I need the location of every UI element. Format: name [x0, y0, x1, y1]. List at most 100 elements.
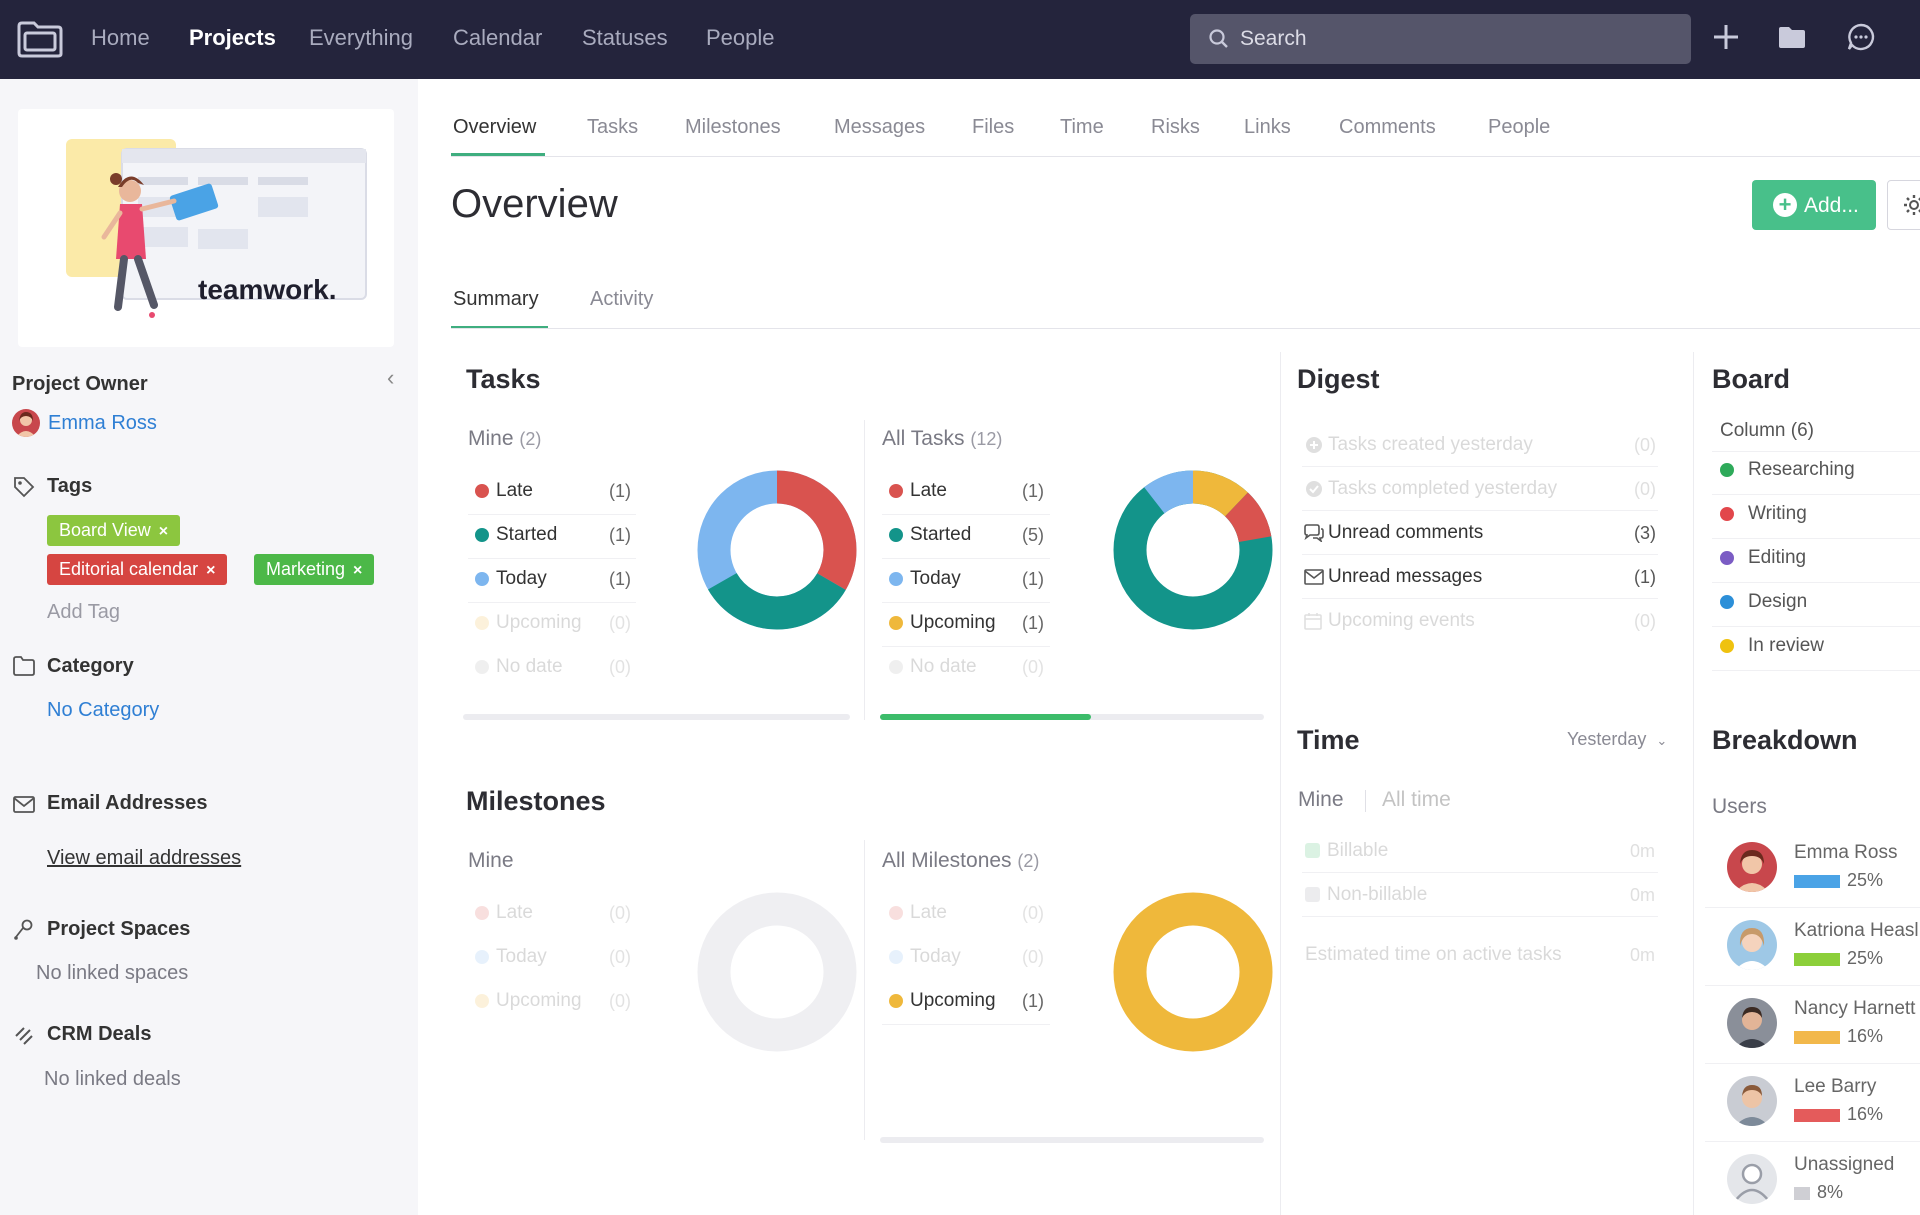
board-column-dot [1720, 595, 1734, 609]
estimated-time-value: 0m [1630, 945, 1656, 965]
donut-segment-upcoming [1113, 892, 1273, 1052]
crm-deals-icon [15, 1027, 33, 1045]
late-dot [889, 906, 903, 920]
remove-tag-icon[interactable]: × [158, 523, 169, 540]
collapse-sidebar-icon[interactable]: ‹ [387, 365, 395, 390]
chat-icon[interactable] [1846, 22, 1876, 52]
row-count: (0) [1022, 657, 1044, 677]
today-dot [889, 572, 903, 586]
tab-people[interactable]: People [1488, 116, 1551, 138]
view-email-addresses-link[interactable]: View email addresses [47, 847, 242, 869]
tag-editorial-calendar[interactable]: Editorial calendar × [47, 554, 228, 585]
time-filter-dropdown[interactable]: Yesterday ⌄ [1567, 729, 1667, 750]
tab-comments[interactable]: Comments [1339, 116, 1436, 138]
row-label: Today [910, 568, 961, 589]
board-column-label: In review [1748, 635, 1825, 656]
project-spaces-icon [14, 919, 33, 940]
row-label: Today [496, 568, 547, 589]
milestones-card-title: Milestones [466, 786, 606, 816]
user-name: Lee Barry [1794, 1076, 1877, 1097]
today-dot [475, 572, 489, 586]
row-label: Upcoming [910, 990, 996, 1011]
digest-label: Upcoming events [1328, 610, 1475, 631]
tag-marketing[interactable]: Marketing × [254, 554, 375, 585]
promo-illustration: teamwork. [66, 139, 367, 318]
tag-label: Board View [59, 520, 151, 540]
remove-tag-icon[interactable]: × [206, 562, 216, 579]
digest-label: Unread comments [1328, 522, 1484, 543]
row-divider [1712, 538, 1920, 539]
tab-links[interactable]: Links [1244, 116, 1291, 138]
row-label: Late [496, 902, 533, 923]
category-label: Category [47, 655, 134, 677]
search-input[interactable]: Search [1190, 14, 1691, 64]
row-count: (0) [609, 947, 631, 967]
donut-empty-ring [697, 892, 857, 1052]
nav-everything[interactable]: Everything [309, 25, 413, 50]
subtab-activity[interactable]: Activity [590, 288, 654, 310]
user-name: Katriona Heasl [1794, 920, 1919, 941]
time-tab-all-time[interactable]: All time [1382, 788, 1451, 811]
tab-overview[interactable]: Overview [453, 116, 537, 138]
board-column-dot [1720, 507, 1734, 521]
breakdown-users-label: Users [1712, 795, 1767, 818]
digest-count: (0) [1634, 435, 1656, 455]
project-owner-link[interactable]: Emma Ross [48, 412, 157, 434]
project-spaces-label: Project Spaces [47, 918, 191, 940]
user-share-percent: 8% [1817, 1182, 1844, 1202]
folder-logo-icon[interactable] [16, 20, 64, 58]
digest-count: (3) [1634, 523, 1656, 543]
row-divider [882, 514, 1050, 515]
tab-files[interactable]: Files [972, 116, 1015, 138]
user-share-bar [1794, 953, 1840, 966]
row-label: Started [910, 524, 972, 545]
top-navigation-bar: Home Projects Everything Calendar Status… [0, 0, 1920, 79]
row-label: Upcoming [496, 990, 582, 1011]
category-link[interactable]: No Category [47, 699, 160, 721]
folder-icon[interactable] [1777, 22, 1807, 52]
all-milestones-donut-chart[interactable] [1110, 889, 1276, 1055]
tab-risks[interactable]: Risks [1151, 116, 1200, 138]
nav-people[interactable]: People [706, 25, 775, 50]
project-owner-label: Project Owner [12, 373, 148, 395]
user-avatar [1727, 842, 1777, 892]
add-button-label: Add... [1804, 194, 1859, 217]
all-milestones-heading: All Milestones (2) [882, 849, 1039, 873]
remove-tag-icon[interactable]: × [353, 562, 363, 579]
row-divider [468, 514, 636, 515]
add-button[interactable]: + Add... [1752, 180, 1876, 230]
digest-label: Tasks completed yesterday [1328, 478, 1558, 499]
row-count: (1) [1022, 569, 1044, 589]
plus-icon[interactable] [1711, 22, 1741, 52]
row-label: No date [910, 656, 977, 677]
tab-tasks[interactable]: Tasks [587, 116, 639, 138]
row-count: (1) [1022, 991, 1044, 1011]
row-count: (0) [1022, 947, 1044, 967]
teamwork-promo-card[interactable]: teamwork. [18, 109, 394, 347]
all-milestones-label: All Milestones [882, 849, 1012, 872]
nav-statuses[interactable]: Statuses [582, 25, 668, 50]
nav-projects[interactable]: Projects [189, 25, 276, 50]
tab-messages[interactable]: Messages [834, 116, 926, 138]
tab-milestones[interactable]: Milestones [685, 116, 781, 138]
row-count: (1) [1022, 613, 1044, 633]
row-label: Late [910, 480, 947, 501]
tag-board-view[interactable]: Board View × [47, 515, 181, 546]
all-tasks-donut-chart[interactable] [1110, 467, 1276, 633]
add-tag-button[interactable]: Add Tag [47, 601, 121, 623]
row-label: Started [496, 524, 558, 545]
subtab-summary[interactable]: Summary [453, 288, 539, 310]
nav-home[interactable]: Home [91, 25, 150, 50]
nav-calendar[interactable]: Calendar [453, 25, 543, 50]
all-tasks-label: All Tasks [882, 427, 965, 450]
time-tab-mine[interactable]: Mine [1298, 788, 1344, 811]
row-count: (0) [609, 991, 631, 1011]
settings-button[interactable] [1887, 180, 1920, 230]
today-dot [475, 950, 489, 964]
row-divider [882, 1024, 1050, 1025]
row-label: Late [496, 480, 533, 501]
user-share-percent: 16% [1847, 1026, 1884, 1046]
my-tasks-donut-chart[interactable] [694, 467, 860, 633]
all-tasks-heading: All Tasks (12) [882, 427, 1002, 451]
tab-time[interactable]: Time [1060, 116, 1104, 138]
